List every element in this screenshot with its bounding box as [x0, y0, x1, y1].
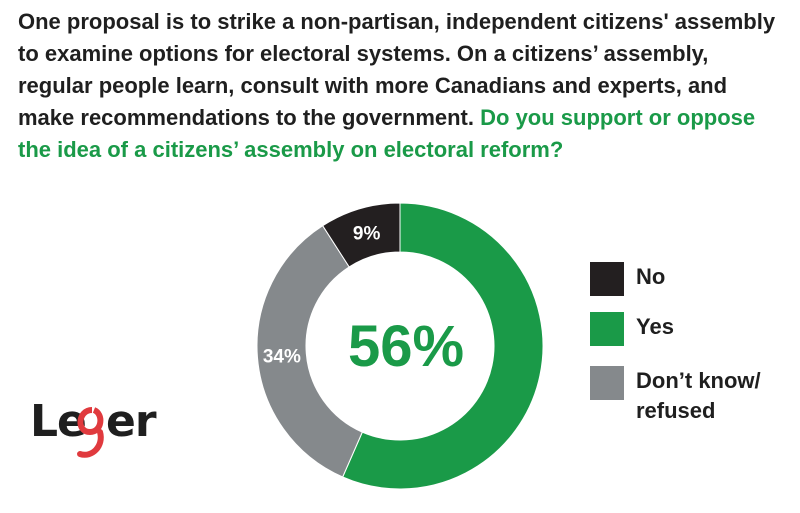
legend-label-no: No: [636, 264, 666, 289]
svg-text:Le: Le: [30, 396, 86, 447]
legend-swatch-yes: [590, 312, 624, 346]
question-highlight: Do you support or oppose the idea of a c…: [18, 105, 756, 162]
slice-don-t-know-refused: [256, 225, 363, 478]
slice-no: [321, 202, 401, 268]
svg-text:er: er: [106, 396, 157, 447]
leger-logo: Le er: [30, 392, 170, 472]
question-body: One proposal is to strike a non-partisan…: [18, 9, 776, 130]
slice-yes: [342, 202, 544, 490]
legend-label-dont-know-line2: refused: [636, 398, 716, 423]
donut-slices: [256, 202, 544, 490]
legend-label-dont-know-line1: Don’t know/: [636, 368, 761, 393]
center-value-label: 56%: [348, 314, 464, 379]
leger-logo-mark: Le er: [30, 396, 158, 458]
legend-swatch-no: [590, 262, 624, 296]
slice-label-no: 9%: [353, 223, 381, 244]
legend-label-yes: Yes: [636, 314, 674, 339]
slice-label-don-t-know-refused: 34%: [263, 346, 301, 367]
legend-swatch-dont-know: [590, 366, 624, 400]
slice-labels: 34% 9%: [263, 223, 381, 367]
legend-label-dont-know: Don’t know/ refused: [636, 366, 761, 426]
question-text: One proposal is to strike a non-partisan…: [18, 6, 788, 166]
